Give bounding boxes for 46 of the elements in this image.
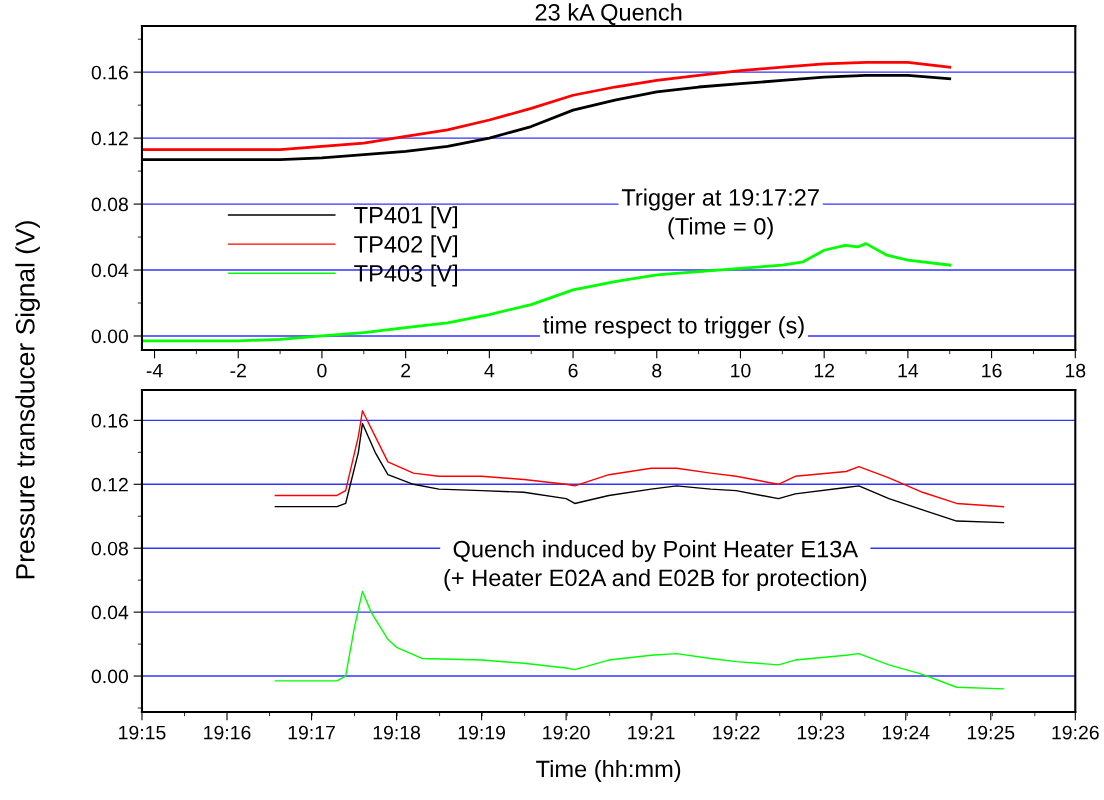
- x-tick-label: 19:23: [797, 725, 845, 740]
- y-tick-label: 0.08: [91, 197, 128, 212]
- y-tick-label: 0.16: [91, 413, 128, 428]
- x-tick-label: -4: [146, 363, 163, 378]
- x-tick-label: 19:17: [288, 725, 335, 740]
- line-series: [274, 422, 1005, 524]
- y-tick-label: 0.12: [91, 477, 128, 492]
- y-tick-label: 0.00: [91, 669, 129, 684]
- x-tick-label: 2: [401, 363, 411, 378]
- x-tick-label: 19:21: [628, 725, 675, 740]
- line-series: [274, 410, 1005, 508]
- x-tick-label: 19:24: [882, 725, 930, 740]
- x-tick-label: 19:18: [373, 725, 421, 740]
- x-tick-label: -2: [230, 363, 246, 378]
- legend-label: TP402 [V]: [354, 235, 458, 258]
- y-tick-label: 0.04: [91, 605, 129, 620]
- x-tick-label: 10: [731, 363, 751, 378]
- legend-label: TP401 [V]: [354, 206, 458, 229]
- x-tick-label: 19:25: [967, 725, 1015, 740]
- x-tick-label: 4: [484, 363, 495, 378]
- x-tick-label: 19:26: [1052, 725, 1099, 740]
- x-tick-label: 19:16: [204, 725, 251, 740]
- y-tick-label: 0.16: [91, 65, 128, 80]
- y-tick-label: 0.12: [91, 131, 128, 146]
- x-tick-label: 19:15: [119, 725, 166, 740]
- x-tick-label: 6: [568, 363, 578, 378]
- y-tick-label: 0.00: [91, 329, 129, 344]
- x-tick-label: 14: [898, 363, 919, 378]
- line-series: [274, 590, 1005, 690]
- x-tick-label: 8: [652, 363, 662, 378]
- x-tick-label: 16: [982, 363, 1002, 378]
- x-tick-label: 12: [814, 363, 835, 378]
- annotation: Quench induced by Point Heater E13A (+ Heater E02A and E02B for protection): [444, 540, 867, 591]
- x-axis-title: Time (hh:mm): [536, 759, 681, 782]
- x-tick-label: 18: [1065, 363, 1086, 378]
- chart-title: 23 kA Quench: [535, 3, 682, 25]
- x-tick-label: 19:19: [458, 725, 506, 740]
- annotation: time respect to trigger (s): [543, 316, 804, 339]
- y-tick-label: 0.08: [91, 541, 128, 556]
- x-tick-label: 19:20: [543, 725, 590, 740]
- y-tick-label: 0.04: [91, 263, 129, 278]
- x-tick-label: 0: [317, 363, 327, 378]
- annotation: Trigger at 19:17:27 (Time = 0): [621, 188, 819, 240]
- y-axis-title: Pressure transducer Signal (V): [15, 221, 40, 579]
- line-series: [141, 60, 952, 152]
- x-tick-label: 19:22: [713, 725, 760, 740]
